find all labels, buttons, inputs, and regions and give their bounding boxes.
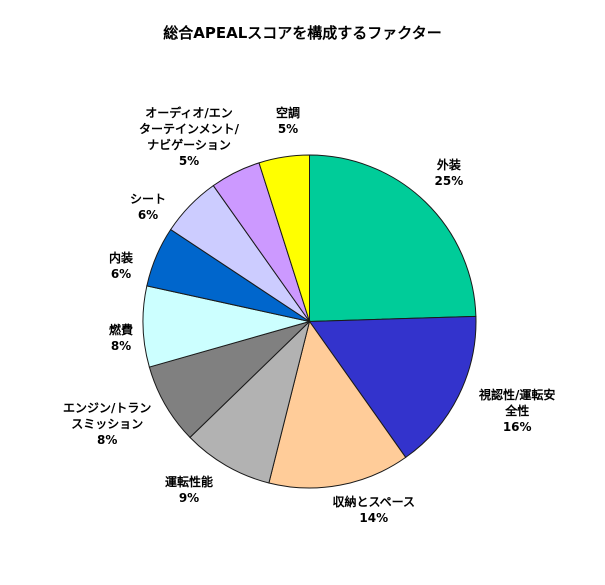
slice-label-text: 視認性/運転安 xyxy=(479,388,556,402)
slice-label-text: ナビゲーション xyxy=(147,138,231,152)
pie-slice xyxy=(189,319,311,484)
slice-percentage: 8% xyxy=(110,339,132,353)
pie-slice xyxy=(309,154,477,323)
slice-label: 空調 5% xyxy=(276,105,300,137)
slice-label: 外装 25% xyxy=(435,157,464,189)
slice-label-text: エンジン/トラン xyxy=(63,401,152,415)
slice-percentage: 14% xyxy=(359,511,389,525)
slice-label: 燃費 8% xyxy=(109,322,133,354)
slice-label-text: ターテインメント/ xyxy=(139,122,240,136)
slice-label: 運転性能 9% xyxy=(165,474,213,506)
slice-label: 視認性/運転安 全性 16% xyxy=(479,387,555,435)
slice-label: 収納とスペース 14% xyxy=(333,494,416,526)
slice-percentage: 6% xyxy=(137,208,159,222)
slice-percentage: 16% xyxy=(502,420,532,434)
slice-label-text: 外装 xyxy=(436,158,461,172)
slice-label: シート 6% xyxy=(130,191,166,223)
slice-label: 内装 6% xyxy=(109,250,133,282)
slice-label-text: シート xyxy=(130,192,167,206)
slice-label-text: 全性 xyxy=(505,404,530,418)
slice-percentage: 8% xyxy=(97,433,118,447)
slice-label: エンジン/トラン スミッション 8% xyxy=(63,400,151,448)
pie-slice xyxy=(268,320,407,489)
slice-label-text: 空調 xyxy=(276,106,301,120)
slice-percentage: 6% xyxy=(110,267,132,281)
slice-label-text: オーディオ/エン xyxy=(145,106,233,120)
slice-percentage: 9% xyxy=(178,491,200,505)
slice-label-text: 内装 xyxy=(109,251,134,265)
slice-percentage: 5% xyxy=(178,154,200,168)
pie-slice xyxy=(308,315,477,459)
chart-title: 総合APEALスコアを構成するファクター xyxy=(163,24,442,42)
pie-slice xyxy=(258,154,310,322)
slice-label-text: 燃費 xyxy=(109,323,134,337)
slice-label-text: 収納とスペース xyxy=(332,495,416,509)
slice-percentage: 25% xyxy=(434,174,464,188)
slice-label-text: 運転性能 xyxy=(165,475,214,489)
slice-label: オーディオ/エン ターテインメント/ナビゲーション 5% xyxy=(139,105,239,169)
slice-label-text: スミッション xyxy=(71,417,144,431)
slice-percentage: 5% xyxy=(277,122,299,136)
